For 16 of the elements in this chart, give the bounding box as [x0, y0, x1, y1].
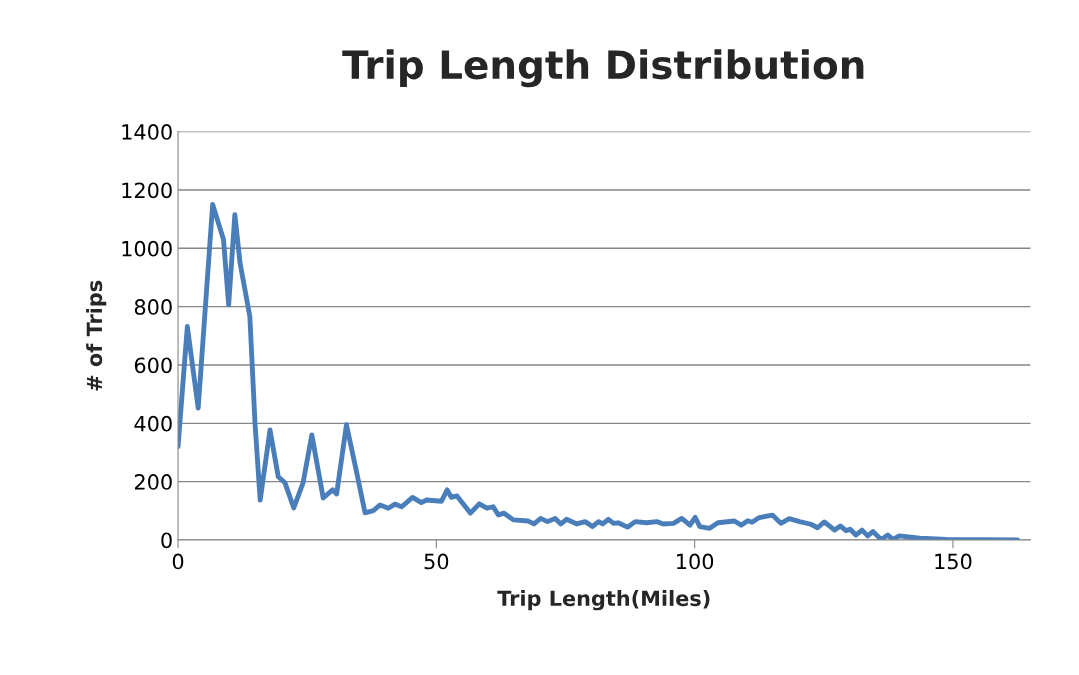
x-axis-title: Trip Length(Miles)	[497, 590, 710, 611]
x-tick-label: 100	[677, 553, 714, 570]
y-axis-title: # of Trips	[86, 280, 107, 391]
y-tick-label: 1000	[122, 240, 172, 257]
x-tick-label: 150	[935, 553, 972, 570]
y-tick-label: 200	[134, 474, 172, 490]
y-tick-label: 800	[134, 299, 172, 315]
x-tick-label: 50	[424, 553, 449, 570]
x-tick-label: 0	[172, 553, 184, 570]
y-tick-label: 400	[134, 415, 172, 432]
y-tick-label: 600	[134, 357, 172, 374]
y-tick-label: 0	[161, 532, 172, 549]
chart-title: Trip Length Distribution	[342, 49, 864, 88]
line-series	[178, 202, 1020, 540]
y-tick-label: 1200	[122, 182, 172, 199]
y-tick-label: 1400	[122, 124, 172, 140]
